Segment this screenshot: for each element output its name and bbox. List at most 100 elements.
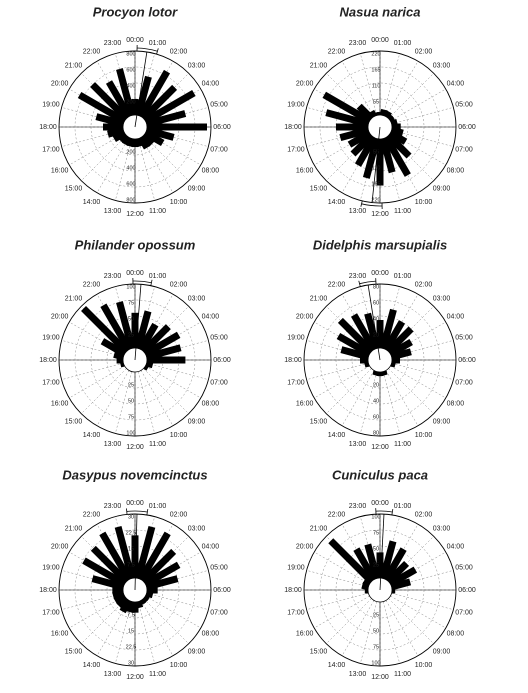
y-tick-label: 50 <box>128 398 134 404</box>
y-tick-label: 75 <box>128 300 134 306</box>
grid-circle <box>58 283 212 437</box>
bar <box>116 68 136 117</box>
bar <box>325 109 370 128</box>
y-tick-label: 30 <box>128 514 134 520</box>
hour-label: 03:00 <box>188 62 206 69</box>
bar <box>368 109 378 119</box>
hour-label: 18:00 <box>284 587 302 594</box>
hour-label: 22:00 <box>328 511 346 518</box>
bar <box>328 538 374 584</box>
y-tick-label: 40 <box>373 316 379 322</box>
spoke <box>146 129 209 147</box>
hour-label: 16:00 <box>51 400 69 407</box>
spoke <box>81 598 127 644</box>
bar <box>119 598 133 614</box>
mean-vector <box>379 514 385 591</box>
grid-circle <box>351 561 409 619</box>
hour-label: 04:00 <box>202 80 220 87</box>
hour-label: 11:00 <box>394 208 411 215</box>
hour-label: 20:00 <box>296 543 314 550</box>
confidence-arc <box>361 203 383 207</box>
y-tick-label: 600 <box>126 181 135 187</box>
bar <box>131 602 139 613</box>
y-tick-label: 165 <box>371 181 380 187</box>
hour-label: 14:00 <box>83 662 101 669</box>
hour-label: 17:00 <box>287 379 305 386</box>
bar <box>372 111 381 117</box>
bar <box>145 344 182 361</box>
bar <box>382 135 411 177</box>
hour-label: 18:00 <box>39 124 57 131</box>
confidence-arc <box>126 510 148 513</box>
y-tick-label: 40 <box>373 398 379 404</box>
bar <box>336 332 372 358</box>
hour-label: 04:00 <box>447 80 465 87</box>
hour-label: 04:00 <box>447 543 465 550</box>
confidence-arc <box>359 280 376 285</box>
y-tick-label: 800 <box>126 197 135 203</box>
spoke <box>81 135 127 181</box>
y-tick-label: 22.5 <box>126 644 137 650</box>
bar <box>386 133 412 159</box>
hour-label: 01:00 <box>394 40 412 47</box>
y-tick-label: 800 <box>126 51 135 57</box>
hour-label: 02:00 <box>415 281 433 288</box>
mean-vector <box>134 514 138 591</box>
hour-label: 05:00 <box>455 101 473 108</box>
spoke <box>306 362 369 380</box>
hour-label: 22:00 <box>83 48 101 55</box>
bar <box>147 123 207 131</box>
bar <box>134 75 152 117</box>
y-tick-label: 7.5 <box>127 612 135 618</box>
y-tick-label: 75 <box>373 530 379 536</box>
hour-label: 23:00 <box>104 40 122 47</box>
y-tick-label: 15 <box>128 546 134 552</box>
hour-label: 04:00 <box>202 313 220 320</box>
y-tick-label: 25 <box>128 332 134 338</box>
y-tick-label: 50 <box>128 316 134 322</box>
spoke <box>388 598 434 644</box>
bar <box>353 547 378 582</box>
spoke <box>388 135 434 181</box>
grid-circle <box>335 315 425 405</box>
hour-label: 06:00 <box>213 124 231 131</box>
grid-circle <box>319 66 441 188</box>
spoke <box>341 524 375 580</box>
hour-label: 03:00 <box>433 295 451 302</box>
bar <box>350 313 378 352</box>
bar <box>382 320 406 352</box>
spoke <box>306 592 369 610</box>
chart-title: Procyon lotor <box>93 4 178 19</box>
hour-label: 06:00 <box>458 357 476 364</box>
y-tick-label: 60 <box>373 414 379 420</box>
bar <box>137 531 171 582</box>
spoke <box>143 598 189 644</box>
y-tick-label: 100 <box>126 430 135 436</box>
grid-circle <box>303 50 457 204</box>
hour-label: 19:00 <box>287 334 305 341</box>
hour-label: 07:00 <box>455 609 473 616</box>
bar <box>356 103 374 121</box>
confidence-cap <box>146 508 149 515</box>
hour-label: 22:00 <box>328 281 346 288</box>
y-tick-label: 7.5 <box>127 562 135 568</box>
hour-label: 07:00 <box>210 146 228 153</box>
hour-label: 17:00 <box>42 146 60 153</box>
spoke <box>326 368 372 414</box>
hour-label: 00:00 <box>371 500 389 507</box>
hour-label: 11:00 <box>149 208 166 215</box>
hour-label: 15:00 <box>65 418 83 425</box>
spoke <box>61 570 124 588</box>
hour-label: 17:00 <box>287 609 305 616</box>
hour-label: 15:00 <box>310 185 328 192</box>
confidence-cap <box>150 279 153 286</box>
bar <box>362 137 381 179</box>
bar <box>90 545 129 584</box>
spoke <box>81 536 127 582</box>
hour-label: 12:00 <box>126 211 144 218</box>
hour-label: 17:00 <box>42 609 60 616</box>
spoke <box>69 365 125 399</box>
hour-label: 09:00 <box>433 185 451 192</box>
y-tick-label: 400 <box>126 83 135 89</box>
spoke <box>143 135 189 181</box>
